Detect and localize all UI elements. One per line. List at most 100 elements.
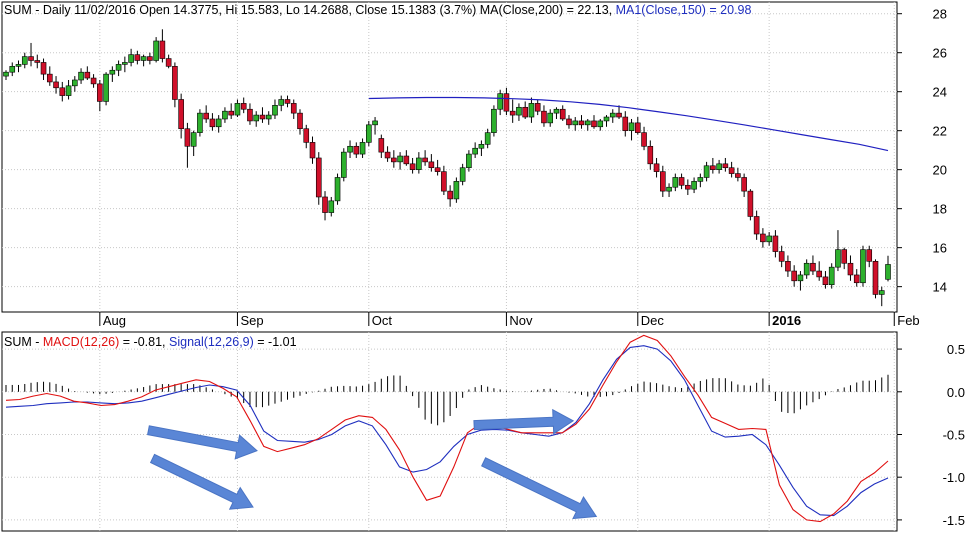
candle [28, 42, 34, 67]
candle [647, 140, 654, 170]
candle [234, 99, 241, 118]
candle [190, 130, 197, 157]
candle [15, 60, 22, 73]
candle [403, 150, 410, 166]
candle [641, 126, 647, 151]
candle [603, 115, 610, 127]
candle [835, 230, 841, 272]
date-tick-label: Oct [372, 313, 393, 328]
candle [372, 117, 378, 135]
candle [159, 29, 166, 63]
candle [128, 48, 134, 67]
candle [841, 247, 848, 270]
candle [660, 165, 666, 197]
candle [178, 93, 184, 139]
candle [391, 150, 397, 168]
price-tick-label: 22 [933, 124, 947, 139]
candle [359, 138, 366, 158]
candle [315, 152, 322, 205]
candle [197, 109, 203, 137]
candle [597, 118, 604, 131]
macd-histogram [5, 374, 889, 426]
candle [278, 95, 285, 112]
candle [472, 142, 478, 158]
candle [434, 159, 441, 176]
annotation-arrows [147, 408, 598, 520]
candle [516, 103, 522, 121]
candle [853, 269, 860, 287]
candle [72, 76, 78, 92]
candle [491, 105, 497, 137]
macd-tick-label: -1.5 [943, 513, 965, 528]
candle [134, 50, 141, 65]
candle [322, 191, 328, 221]
annotation-arrow [481, 457, 598, 520]
candle [165, 54, 172, 69]
candle [609, 109, 616, 123]
macd-tick-label: 0.5 [947, 342, 965, 357]
date-tick-label: Aug [103, 313, 126, 328]
price-tick-label: 20 [933, 163, 947, 178]
macd-line [5, 334, 889, 523]
date-tick-label: Nov [509, 313, 533, 328]
candle [184, 122, 191, 168]
candle [860, 245, 866, 287]
candle [328, 196, 335, 217]
candle [466, 150, 472, 172]
candle [265, 111, 272, 125]
candle [272, 99, 278, 119]
price-tick-label: 24 [933, 85, 947, 100]
date-tick-label: Dec [641, 313, 665, 328]
candle [710, 157, 716, 174]
candle [522, 101, 528, 119]
price-gridlines [2, 2, 897, 312]
candle [559, 105, 566, 121]
candle [84, 66, 91, 80]
macd-header: SUM - MACD(12,26) = -0.81, Signal(12,26,… [4, 335, 297, 349]
candle [547, 109, 554, 127]
candle [459, 163, 466, 186]
candle [334, 173, 341, 205]
macd-plot-frame [1, 331, 898, 532]
signal-legend: Signal(12,26,9) [169, 335, 254, 349]
candle [885, 255, 891, 282]
candle [303, 124, 310, 149]
candle [397, 152, 403, 170]
candle [722, 157, 729, 172]
candle [716, 159, 722, 174]
candle [760, 228, 766, 248]
macd-tick-label: -0.5 [943, 427, 965, 442]
candle [53, 76, 59, 94]
candle [147, 52, 153, 65]
candle [866, 245, 873, 268]
candle [634, 117, 641, 135]
candle [290, 99, 297, 119]
price-header-text: SUM - Daily 11/02/2016 Open 14.3775, Hi … [4, 3, 616, 17]
candle [240, 97, 247, 114]
candle [9, 62, 16, 77]
candle [741, 173, 747, 197]
candle [78, 68, 84, 84]
candle [497, 89, 503, 116]
candle [203, 105, 209, 123]
candlesticks [3, 29, 891, 307]
candle [409, 157, 416, 174]
candle [678, 173, 685, 190]
candle [785, 255, 791, 277]
price-tick-label: 18 [933, 202, 947, 217]
price-tick-label: 14 [933, 280, 947, 295]
date-axis: Aug Sep Oct Nov Dec 2016 Feb [99, 312, 920, 328]
candle [703, 161, 710, 182]
candle [153, 37, 159, 63]
candle [140, 54, 147, 67]
macd-y-axis: -1.5 -1.0 -0.5 0.0 0.5 [897, 342, 965, 528]
candle [378, 134, 385, 158]
candle [21, 52, 28, 69]
candle [422, 150, 428, 166]
candle [340, 148, 347, 182]
candle [528, 97, 535, 123]
candle [447, 185, 453, 207]
date-tick-label: Sep [240, 313, 263, 328]
signal-line [5, 345, 889, 517]
candle [453, 177, 460, 203]
